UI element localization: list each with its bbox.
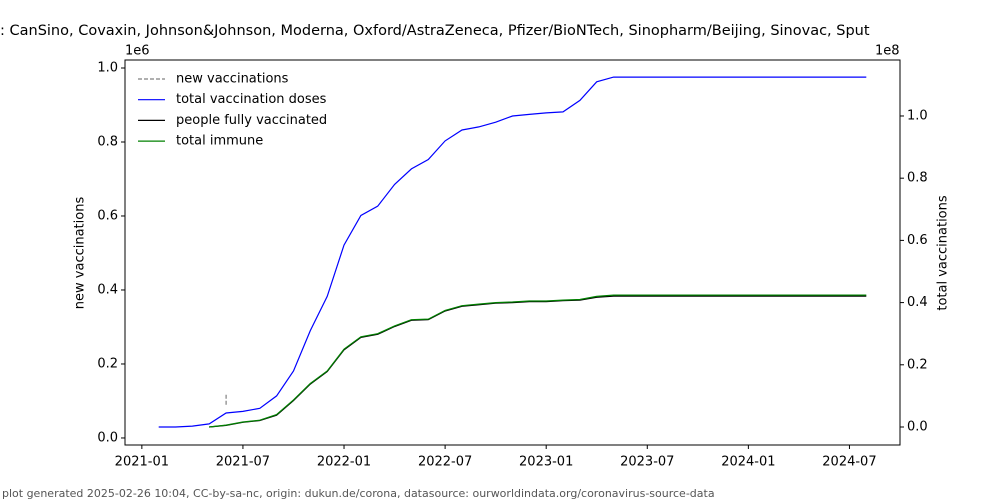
y2-tick-label: 0.2 <box>907 357 928 372</box>
legend-label: total vaccination doses <box>176 92 327 107</box>
y-tick-label: 0.2 <box>97 356 118 371</box>
x-tick-label: 2023-01 <box>519 455 573 470</box>
y-axis-label: new vaccinations <box>73 197 88 310</box>
footer: plot generated 2025-02-26 10:04, CC-by-s… <box>2 487 715 500</box>
series-line <box>158 76 867 428</box>
series-line <box>209 295 867 428</box>
plot-frame <box>124 59 901 446</box>
y-tick-label: 0.4 <box>97 282 118 297</box>
x-tick-label: 2021-01 <box>115 455 169 470</box>
x-tick-label: 2022-01 <box>317 455 371 470</box>
y2-tick-label: 0.8 <box>907 171 928 186</box>
x-tick-label: 2024-07 <box>822 455 876 470</box>
legend-label: people fully vaccinated <box>176 113 327 128</box>
y2-tick-label: 0.6 <box>907 233 928 248</box>
y2-tick-label: 0.4 <box>907 295 928 310</box>
legend-label: total immune <box>176 134 263 149</box>
y-tick-label: 0.6 <box>97 208 118 223</box>
legend-label: new vaccinations <box>176 72 289 87</box>
y2-tick-label: 1.0 <box>907 108 928 123</box>
y-tick-label: 1.0 <box>97 60 118 75</box>
x-tick-label: 2023-07 <box>620 455 674 470</box>
y-offset: 1e6 <box>125 44 150 59</box>
y2-offset: 1e8 <box>875 44 900 59</box>
series-line <box>209 294 867 428</box>
y-tick-label: 0.0 <box>97 430 118 445</box>
chart-title: : CanSino, Covaxin, Johnson&Johnson, Mod… <box>0 23 870 39</box>
y2-tick-label: 0.0 <box>907 419 928 434</box>
x-tick-label: 2021-07 <box>216 455 270 470</box>
x-tick-label: 2024-01 <box>721 455 775 470</box>
y-tick-label: 0.8 <box>97 134 118 149</box>
y2-axis-label: total vaccinations <box>936 195 951 311</box>
x-tick-label: 2022-07 <box>418 455 472 470</box>
